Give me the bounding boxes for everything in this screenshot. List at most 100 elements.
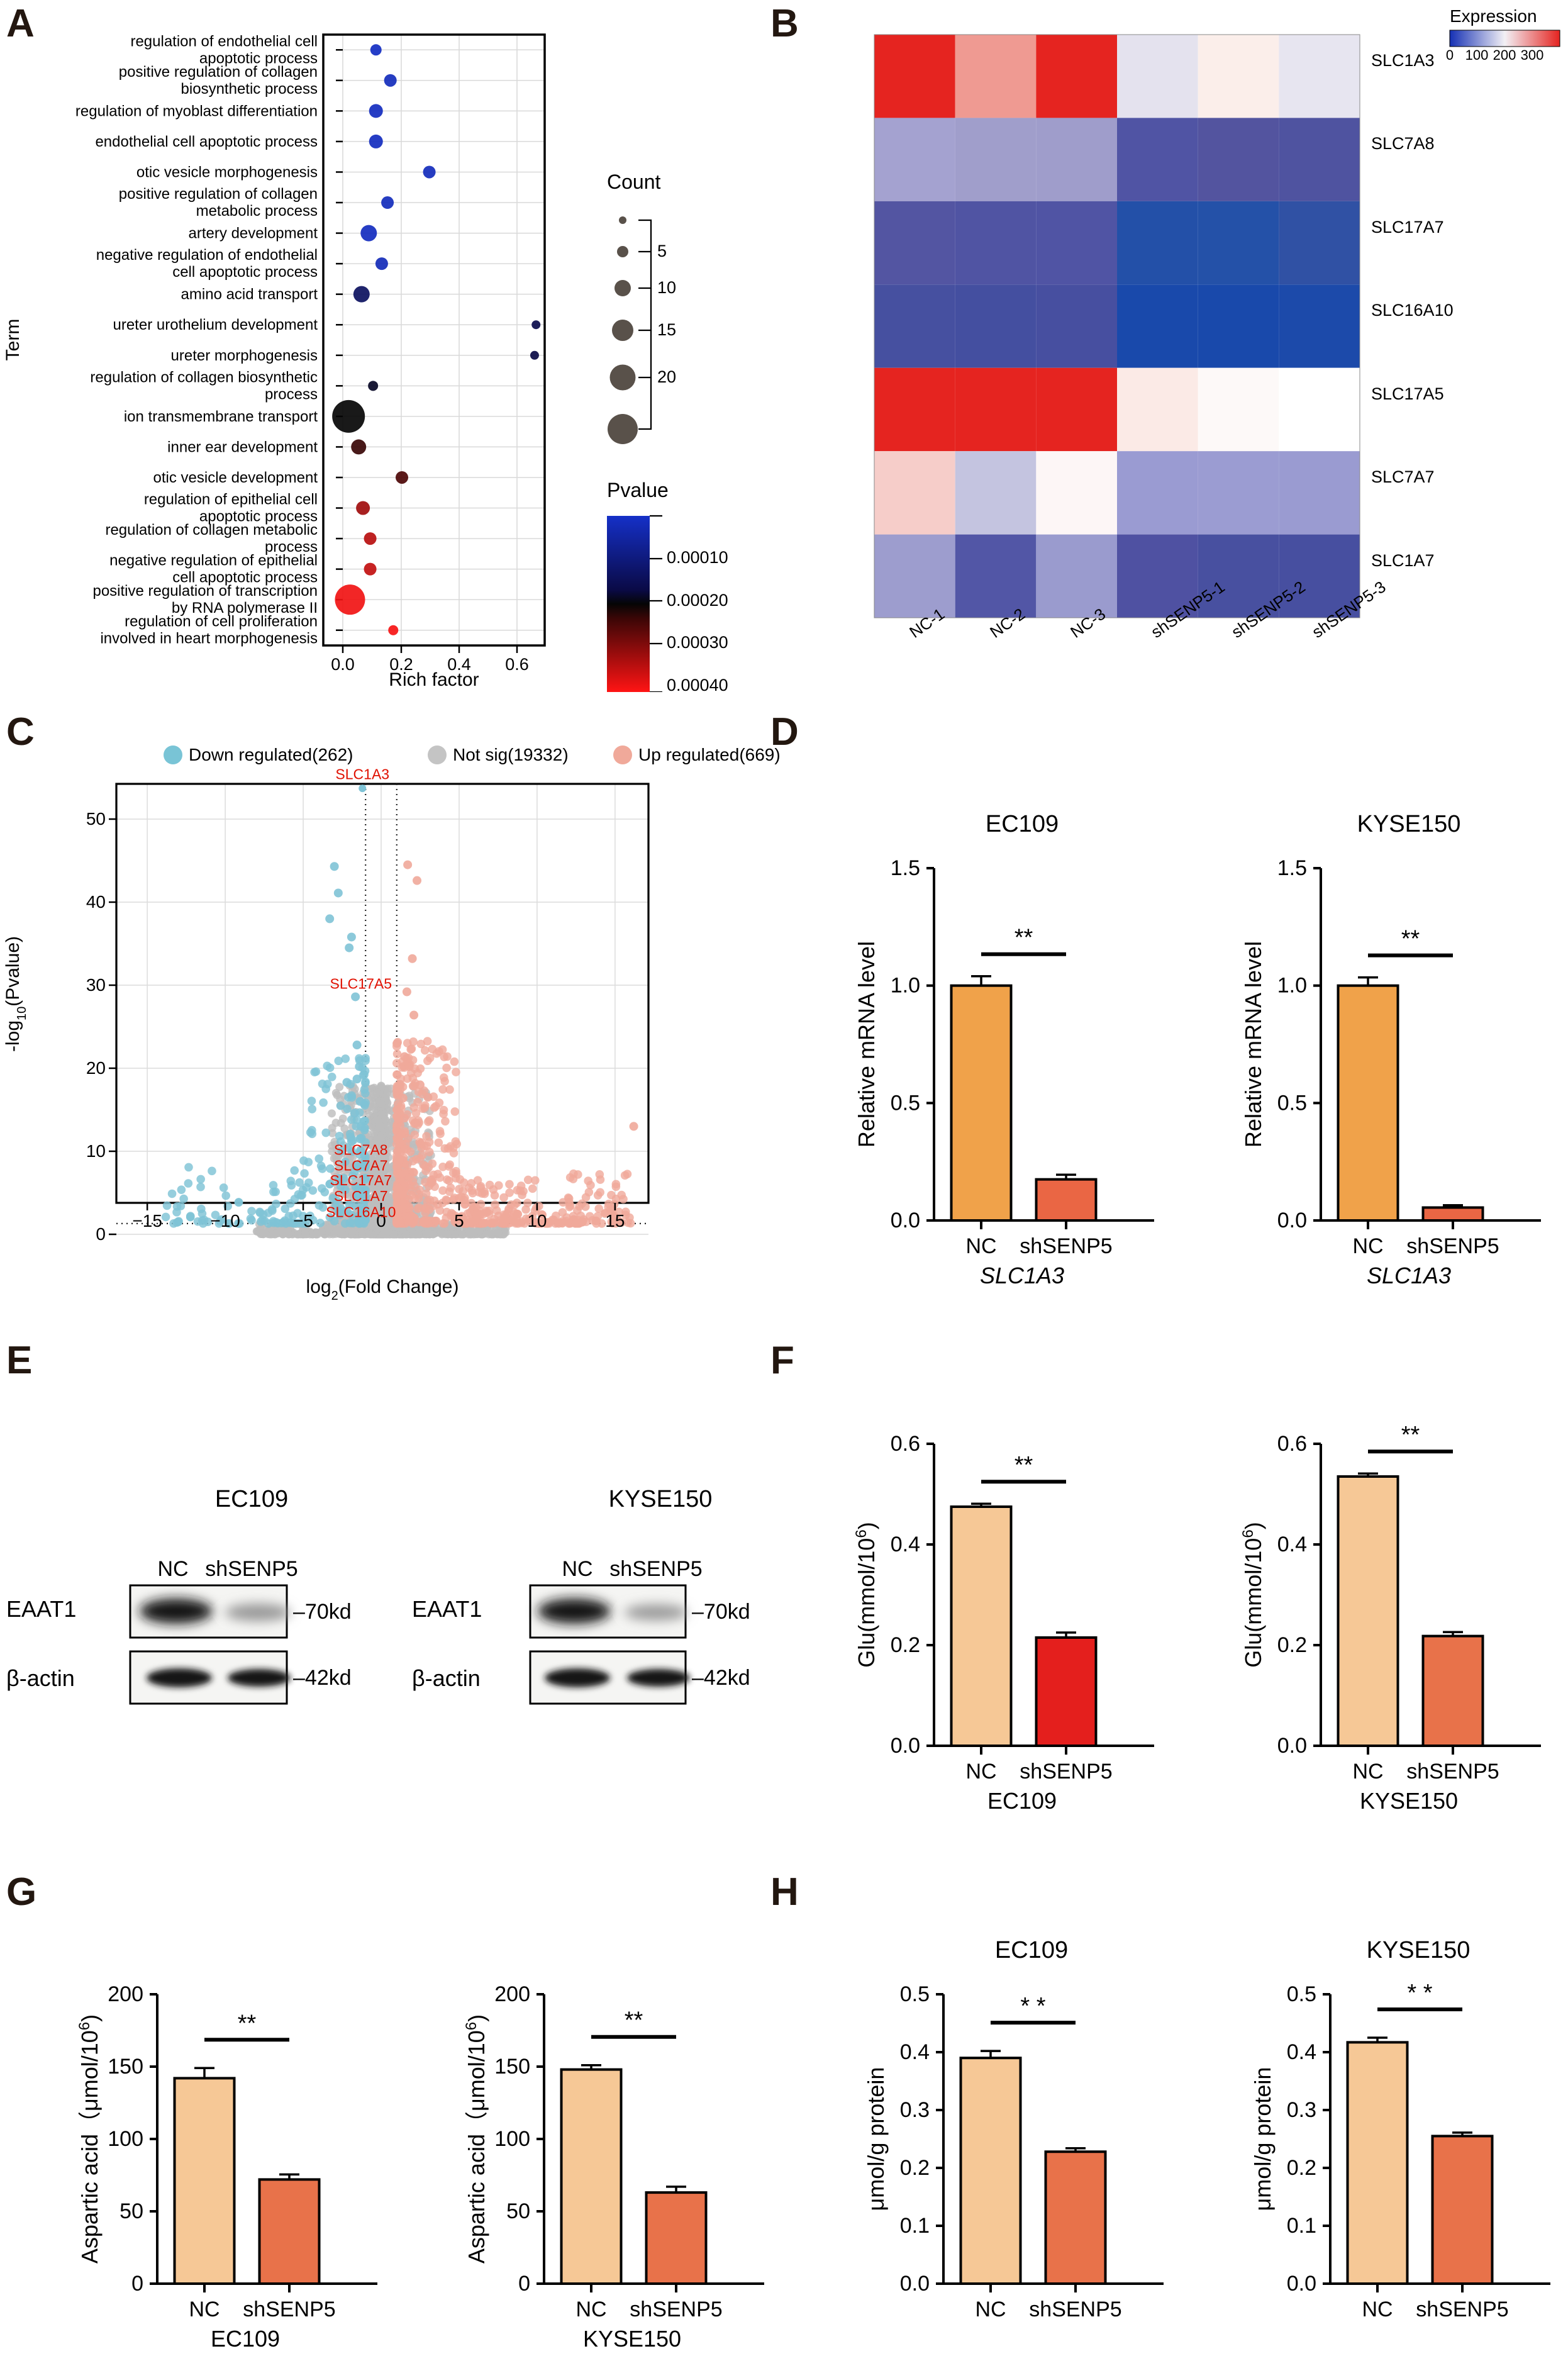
svg-text:0.0: 0.0 — [1287, 2272, 1316, 2296]
svg-text:0.3: 0.3 — [1287, 2098, 1316, 2122]
svg-text:SLC7A8: SLC7A8 — [1371, 134, 1435, 153]
svg-text:Down regulated(262): Down regulated(262) — [189, 745, 353, 764]
svg-text:1.0: 1.0 — [891, 974, 920, 998]
svg-text:NC: NC — [965, 1760, 996, 1784]
svg-text:5: 5 — [454, 1211, 464, 1231]
svg-text:positive regulation of collage: positive regulation of collagen metabolic… — [119, 186, 318, 220]
svg-text:200: 200 — [1493, 47, 1516, 63]
svg-text:Aspartic acid（μmol/106): Aspartic acid（μmol/106) — [463, 2014, 490, 2264]
svg-text:Aspartic acid（μmol/106): Aspartic acid（μmol/106) — [76, 2014, 103, 2264]
svg-text:β-actin: β-actin — [412, 1665, 481, 1691]
svg-text:Pvalue: Pvalue — [607, 479, 669, 501]
svg-text:0.5: 0.5 — [900, 1982, 930, 2006]
svg-text:5: 5 — [657, 242, 667, 260]
svg-text:SLC1A7: SLC1A7 — [334, 1188, 388, 1204]
svg-text:shSENP5: shSENP5 — [205, 1557, 297, 1581]
svg-text:shSENP5: shSENP5 — [1416, 2298, 1508, 2321]
svg-text:artery development: artery development — [189, 225, 318, 242]
svg-text:**: ** — [625, 2007, 643, 2034]
svg-text:–70kd: –70kd — [293, 1600, 352, 1624]
svg-text:EC109: EC109 — [995, 1937, 1068, 1963]
svg-text:20: 20 — [657, 367, 676, 386]
svg-text:SLC7A7: SLC7A7 — [334, 1157, 388, 1173]
svg-text:**: ** — [238, 2010, 257, 2036]
svg-text:SLC1A7: SLC1A7 — [1371, 551, 1435, 570]
svg-text:0: 0 — [518, 2272, 530, 2296]
svg-text:30: 30 — [86, 975, 106, 995]
svg-text:μmol/g protein: μmol/g protein — [1250, 2067, 1276, 2211]
svg-text:positive regulation of collage: positive regulation of collagen biosynthe… — [119, 64, 318, 98]
svg-text:1.0: 1.0 — [1277, 974, 1307, 998]
svg-text:EC109: EC109 — [987, 1788, 1057, 1814]
svg-text:NC: NC — [975, 2298, 1006, 2321]
svg-text:ion transmembrane transport: ion transmembrane transport — [124, 408, 318, 425]
svg-text:shSENP5: shSENP5 — [243, 2298, 335, 2321]
svg-text:1.5: 1.5 — [891, 856, 920, 880]
svg-text:0.5: 0.5 — [891, 1091, 920, 1115]
svg-text:Term: Term — [3, 319, 23, 361]
svg-text:Glu(mmol/106): Glu(mmol/106) — [1240, 1522, 1267, 1667]
svg-text:SLC16A10: SLC16A10 — [1371, 301, 1454, 320]
svg-text:SLC1A3: SLC1A3 — [1367, 1263, 1451, 1288]
svg-text:ureter urothelium development: ureter urothelium development — [113, 316, 318, 333]
svg-text:NC: NC — [157, 1557, 188, 1581]
svg-text:shSENP5: shSENP5 — [630, 2298, 722, 2321]
svg-text:0.0: 0.0 — [900, 2272, 930, 2296]
svg-text:SLC17A7: SLC17A7 — [330, 1172, 392, 1188]
svg-text:–42kd: –42kd — [293, 1666, 352, 1690]
svg-text:regulation of cell proliferati: regulation of cell proliferation involved… — [100, 613, 318, 647]
svg-text:SLC17A5: SLC17A5 — [1371, 384, 1444, 403]
svg-text:150: 150 — [494, 2055, 530, 2079]
svg-text:Count: Count — [607, 170, 661, 193]
svg-text:100: 100 — [494, 2127, 530, 2151]
svg-text:regulation of myoblast differe: regulation of myoblast differentiation — [75, 103, 318, 120]
svg-text:0.3: 0.3 — [900, 2098, 930, 2122]
svg-text:shSENP5: shSENP5 — [1406, 1760, 1499, 1784]
svg-text:SLC17A5: SLC17A5 — [330, 975, 392, 991]
svg-text:0: 0 — [1446, 47, 1454, 63]
svg-text:β-actin: β-actin — [6, 1665, 75, 1691]
svg-text:EAAT1: EAAT1 — [412, 1596, 482, 1622]
svg-text:0.0: 0.0 — [1277, 1209, 1307, 1232]
svg-text:EAAT1: EAAT1 — [6, 1596, 76, 1622]
svg-text:KYSE150: KYSE150 — [583, 2326, 681, 2352]
svg-text:otic vesicle morphogenesis: otic vesicle morphogenesis — [136, 164, 318, 181]
svg-text:0.2: 0.2 — [1277, 1633, 1307, 1657]
svg-text:* *: * * — [1020, 1993, 1045, 2019]
svg-text:regulation of endothelial cell: regulation of endothelial cell apoptotic … — [130, 33, 318, 67]
svg-text:50: 50 — [506, 2199, 530, 2223]
svg-text:10: 10 — [527, 1211, 547, 1231]
svg-text:shSENP5: shSENP5 — [609, 1557, 702, 1581]
svg-text:negative regulation of epithel: negative regulation of epithelial cell ap… — [109, 552, 318, 586]
svg-text:otic vesicle development: otic vesicle development — [153, 469, 318, 486]
svg-text:KYSE150: KYSE150 — [609, 1486, 713, 1512]
svg-text:* *: * * — [1407, 1980, 1432, 2006]
svg-text:0.1: 0.1 — [1287, 2214, 1316, 2238]
svg-text:NC: NC — [575, 2298, 606, 2321]
svg-text:0.00030: 0.00030 — [667, 633, 728, 652]
svg-text:SLC17A7: SLC17A7 — [1371, 218, 1444, 237]
svg-text:positive regulation of transcr: positive regulation of transcription by R… — [92, 583, 318, 617]
svg-text:**: ** — [1401, 926, 1420, 952]
svg-text:200: 200 — [494, 1982, 530, 2006]
svg-text:SLC1A3: SLC1A3 — [1371, 51, 1435, 70]
svg-text:0.4: 0.4 — [900, 2040, 930, 2064]
svg-text:0.00020: 0.00020 — [667, 591, 728, 610]
svg-text:**: ** — [1015, 1452, 1033, 1478]
svg-text:EC109: EC109 — [986, 811, 1059, 837]
svg-text:SLC1A3: SLC1A3 — [335, 766, 389, 783]
svg-text:0.6: 0.6 — [1277, 1432, 1307, 1456]
svg-text:NC: NC — [1362, 2298, 1393, 2321]
svg-text:SLC7A8: SLC7A8 — [334, 1141, 388, 1158]
svg-text:NC: NC — [189, 2298, 220, 2321]
svg-text:0.5: 0.5 — [1277, 1091, 1307, 1115]
svg-text:regulation of collagen biosynt: regulation of collagen biosynthetic proce… — [90, 369, 318, 403]
svg-text:−5: −5 — [293, 1211, 313, 1231]
svg-text:shSENP5: shSENP5 — [1020, 1234, 1112, 1258]
svg-text:EC109: EC109 — [211, 2326, 280, 2352]
svg-text:SLC1A3: SLC1A3 — [980, 1263, 1064, 1288]
svg-text:Relative mRNA level: Relative mRNA level — [854, 941, 879, 1147]
svg-text:Relative mRNA level: Relative mRNA level — [1240, 941, 1266, 1147]
svg-text:40: 40 — [86, 892, 106, 912]
